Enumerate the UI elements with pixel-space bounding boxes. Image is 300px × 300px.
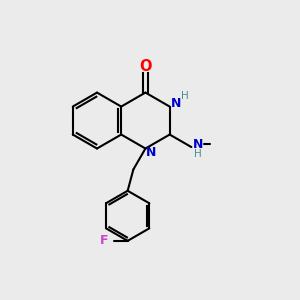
Text: H: H xyxy=(194,149,202,159)
Text: H: H xyxy=(181,91,189,101)
Text: N: N xyxy=(193,138,203,151)
Text: N: N xyxy=(146,146,156,159)
Text: O: O xyxy=(139,59,152,74)
Text: N: N xyxy=(170,97,181,110)
Text: F: F xyxy=(100,234,108,247)
